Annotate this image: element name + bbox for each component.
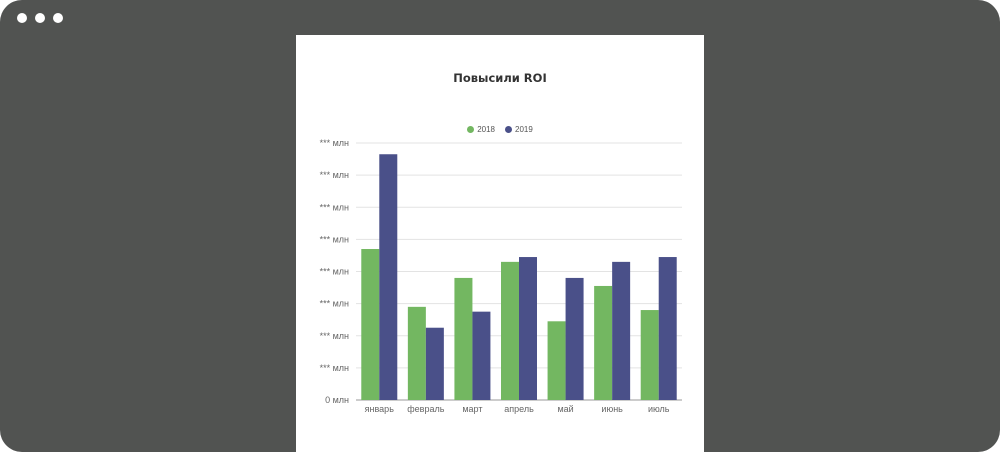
bar-2019-апрель[interactable] [519,257,537,400]
bar-2018-январь[interactable] [361,249,380,400]
bar-2019-июль[interactable] [658,257,677,400]
y-tick-label: *** млн [320,267,349,277]
bar-2019-март[interactable] [472,311,491,400]
chart-legend: 2018 2019 [296,125,704,134]
y-tick-label: *** млн [320,299,349,309]
bar-2018-март[interactable] [454,277,473,400]
bar-2018-май[interactable] [547,321,566,400]
y-tick-label: *** млн [320,331,349,341]
window-dot-2[interactable] [35,13,45,23]
window-controls [17,13,63,23]
y-tick-label: *** млн [320,363,349,373]
bar-2018-февраль[interactable] [407,306,426,400]
legend-item-2019[interactable]: 2019 [505,125,533,134]
y-tick-label: *** млн [320,202,349,212]
bar-2019-январь[interactable] [379,154,398,400]
y-tick-label: *** млн [320,170,349,180]
bar-2018-июль[interactable] [640,310,659,400]
x-tick-label: январь [365,404,395,414]
y-tick-label: *** млн [320,234,349,244]
window-dot-1[interactable] [17,13,27,23]
legend-label-2018: 2018 [477,125,495,134]
x-tick-label: апрель [504,404,534,414]
legend-swatch-2019 [505,126,512,133]
chart-plot: 0 млн *** млн *** млн *** млн *** млн *** млн… [320,138,682,414]
x-tick-label: февраль [407,404,444,414]
bar-2018-апрель[interactable] [501,261,519,400]
bar-2019-февраль[interactable] [425,327,444,400]
x-tick-label: июль [648,404,670,414]
window-dot-3[interactable] [53,13,63,23]
legend-label-2019: 2019 [515,125,533,134]
y-tick-label: *** млн [320,138,349,148]
y-tick-label: 0 млн [325,395,349,405]
legend-item-2018[interactable]: 2018 [467,125,495,134]
legend-swatch-2018 [467,126,475,133]
x-tick-label: июнь [601,404,623,414]
chart-title: Повысили ROI [453,71,547,85]
x-tick-label: май [557,404,573,414]
bar-2018-июнь[interactable] [594,285,613,400]
bar-2019-июнь[interactable] [612,261,631,400]
x-tick-label: март [462,404,482,414]
bar-2019-май[interactable] [565,277,584,400]
chart-panel: Повысили ROI 2018 2019 0 млн *** млн *** м… [296,35,704,452]
